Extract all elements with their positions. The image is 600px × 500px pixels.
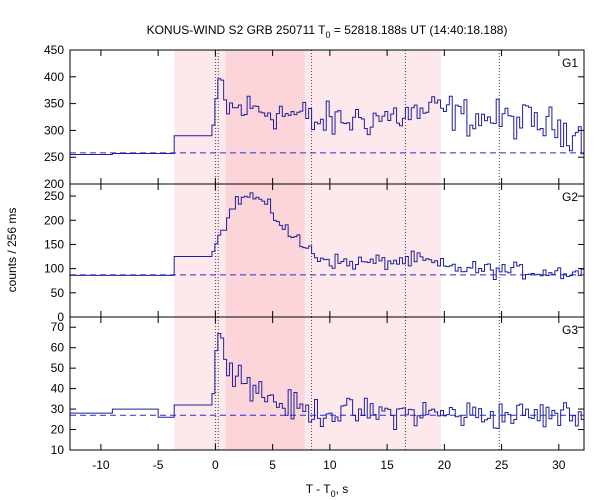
y-tick-label-g3-40: 40 [51, 382, 65, 396]
panel-label-g2: G2 [562, 190, 578, 204]
y-tick-label-g1-250: 250 [44, 150, 64, 164]
y-axis-label: counts / 256 ms [5, 208, 19, 293]
x-tick-label-20: 20 [438, 458, 452, 472]
shaded-interval-1 [225, 50, 305, 450]
y-tick-label-g3-30: 30 [51, 402, 65, 416]
y-tick-label-g2-50: 50 [51, 286, 65, 300]
y-tick-label-g3-10: 10 [51, 443, 65, 457]
y-tick-label-g1-450: 450 [44, 43, 64, 57]
y-tick-label-g3-50: 50 [51, 361, 65, 375]
y-tick-label-g1-200: 200 [44, 177, 64, 191]
y-tick-label-g2-150: 150 [44, 237, 64, 251]
shaded-interval-0 [174, 50, 441, 450]
light-curve-g2 [70, 192, 584, 281]
x-tick-label-25: 25 [495, 458, 509, 472]
y-tick-label-g3-20: 20 [51, 423, 65, 437]
y-tick-label-g3-70: 70 [51, 320, 65, 334]
y-tick-label-g2-0: 0 [57, 310, 64, 324]
chart-title: KONUS-WIND S2 GRB 250711 T0 = 52818.188s… [147, 23, 508, 40]
y-tick-label-g2-200: 200 [44, 213, 64, 227]
y-tick-label-g2-100: 100 [44, 262, 64, 276]
panel-label-g1: G1 [562, 56, 578, 70]
y-tick-label-g2-250: 250 [44, 189, 64, 203]
x-tick-label-5: 5 [269, 458, 276, 472]
y-tick-label-g3-60: 60 [51, 341, 65, 355]
x-tick-label-30: 30 [552, 458, 566, 472]
y-tick-label-g1-300: 300 [44, 123, 64, 137]
x-tick-label-0: 0 [212, 458, 219, 472]
y-tick-label-g1-400: 400 [44, 70, 64, 84]
x-tick-label-15: 15 [380, 458, 394, 472]
panel-frame-g3 [69, 316, 585, 451]
light-curve-g3 [70, 333, 584, 431]
y-tick-label-g1-350: 350 [44, 97, 64, 111]
panel-label-g3: G3 [562, 323, 578, 337]
x-tick-label--5: -5 [153, 458, 164, 472]
light-curve-g1 [70, 78, 584, 156]
x-tick-label--10: -10 [92, 458, 110, 472]
x-tick-label-10: 10 [323, 458, 337, 472]
x-axis-label: T - T0, s [306, 482, 349, 499]
